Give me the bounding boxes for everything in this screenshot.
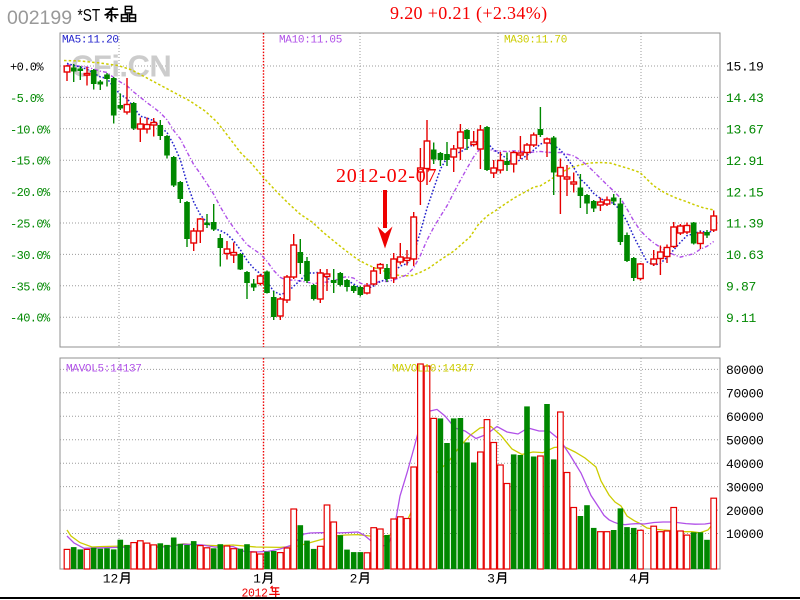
svg-text:-20.0%: -20.0% [10,186,51,200]
svg-text:60000: 60000 [726,410,764,425]
svg-text:4: 4 [629,572,637,587]
svg-text:002199: 002199 [7,7,72,29]
svg-text:12: 12 [103,572,119,587]
svg-text:MA5:11.20: MA5:11.20 [62,35,119,47]
svg-text:*ST: *ST [78,7,101,26]
svg-text:-25.0%: -25.0% [10,218,51,232]
svg-text:40000: 40000 [726,457,764,472]
svg-text:10000: 10000 [726,527,764,542]
svg-text:-30.0%: -30.0% [10,249,51,263]
svg-text:2012-02-07: 2012-02-07 [336,165,437,187]
svg-text:80000: 80000 [726,363,764,378]
svg-text:13.67: 13.67 [726,123,764,138]
svg-text:-5.0%: -5.0% [10,92,44,106]
svg-text:30000: 30000 [726,480,764,495]
svg-text:-10.0%: -10.0% [10,123,51,137]
svg-text:+0.0%: +0.0% [10,61,44,75]
svg-text:15.19: 15.19 [726,60,764,75]
svg-text:9.11: 9.11 [726,311,757,326]
svg-text:14.43: 14.43 [726,91,764,106]
svg-text:12.91: 12.91 [726,154,764,169]
svg-text:MA10:11.05: MA10:11.05 [279,35,342,47]
svg-text:MA30:11.70: MA30:11.70 [504,35,567,47]
svg-text:2012: 2012 [242,588,269,600]
svg-text:1: 1 [253,572,261,587]
svg-text:11.39: 11.39 [726,217,764,232]
svg-text:-15.0%: -15.0% [10,155,51,169]
svg-text:-35.0%: -35.0% [10,280,51,294]
svg-text:MAVOL10:14347: MAVOL10:14347 [392,364,474,376]
svg-text:MAVOL5:14137: MAVOL5:14137 [66,364,142,376]
svg-text:-40.0%: -40.0% [10,312,51,326]
svg-text:3: 3 [487,572,495,587]
svg-text:12.15: 12.15 [726,185,764,200]
svg-text:2: 2 [350,572,358,587]
svg-text:70000: 70000 [726,387,764,402]
svg-text:9.87: 9.87 [726,280,756,295]
svg-text:50000: 50000 [726,433,764,448]
svg-text:20000: 20000 [726,504,764,519]
svg-text:9.20 +0.21 (+2.34%): 9.20 +0.21 (+2.34%) [390,3,547,24]
svg-text:10.63: 10.63 [726,248,764,263]
